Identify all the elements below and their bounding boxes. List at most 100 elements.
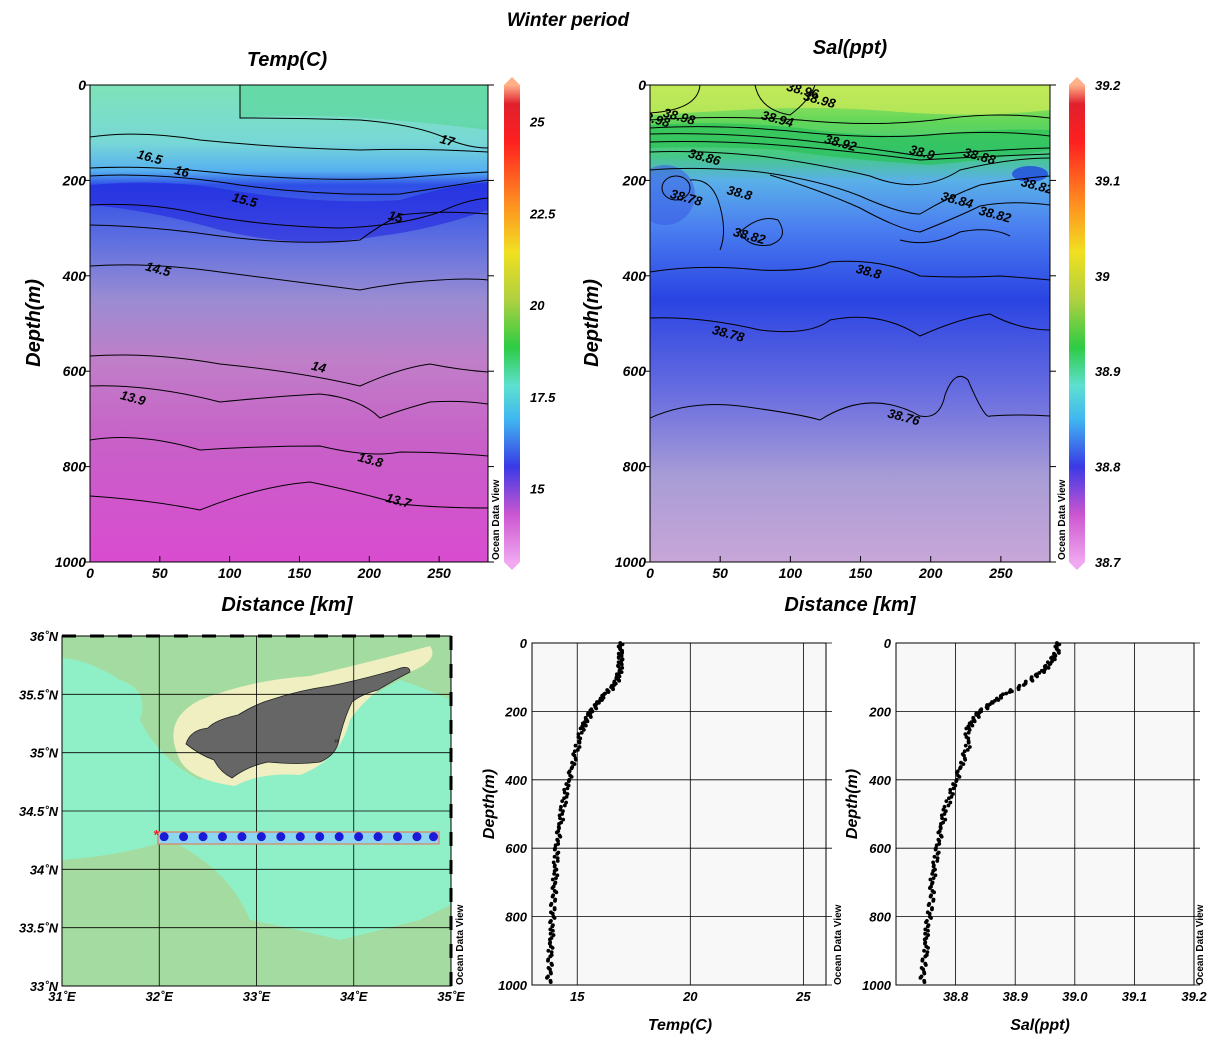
- sal-profile-point: [951, 786, 956, 791]
- sal-profile-point: [931, 869, 936, 873]
- sal-profile-point: [1035, 674, 1039, 679]
- map-lon-label: 33˚E: [243, 989, 271, 1004]
- map-islet: [334, 739, 339, 743]
- sal-profile-point: [1016, 687, 1021, 692]
- temp-colorbar-tick-label: 20: [529, 298, 545, 313]
- sal-profile-point: [962, 753, 966, 758]
- temp-profile-point: [566, 779, 571, 784]
- sal-section-contour-label: 38.8: [725, 182, 754, 203]
- sal-profile-point: [1030, 678, 1035, 683]
- temp-profile-point: [573, 743, 578, 748]
- map-station-marker: [179, 832, 189, 842]
- map-lat-label: 33.5˚N: [19, 921, 59, 936]
- map-station-marker: [354, 832, 364, 842]
- temp-profile-point: [554, 830, 559, 835]
- map-station-marker: [198, 832, 208, 842]
- temp-profile-ytick-label: 600: [505, 841, 527, 856]
- temp-profile-xtick-label: 15: [570, 989, 585, 1004]
- sal-profile-point: [942, 804, 947, 809]
- sal-profile-point: [925, 924, 930, 929]
- map-lat-label: 34.5˚N: [19, 804, 59, 819]
- map-station-marker: [159, 832, 169, 842]
- temp-profile-ylabel: Depth(m): [481, 769, 498, 839]
- temp-profile-point: [575, 747, 580, 752]
- sal-profile-point: [922, 980, 927, 984]
- sal-profile-point: [932, 854, 937, 859]
- sal-colorbar-tick-label: 39.1: [1095, 173, 1120, 188]
- temp-profile-point: [553, 898, 557, 903]
- sal-profile-point: [970, 723, 975, 728]
- sal-profile-point: [958, 766, 962, 771]
- sal-profile-point: [957, 774, 962, 779]
- sal-profile-point: [996, 698, 1001, 702]
- temp-contour-lines: [90, 85, 488, 511]
- sal-profile-panel: 38.8 38.9 39.0 39.1 39.2 0 200 400 600 800 1000: [862, 636, 1207, 1004]
- temp-colorbar-ramp: [504, 85, 520, 562]
- map-station-marker: [315, 832, 325, 842]
- sal-section-ylabel: Depth(m): [581, 279, 603, 367]
- sal-profile-point: [930, 881, 934, 886]
- sal-section-xlabel: Distance [km]: [784, 594, 916, 616]
- temp-profile-point: [562, 803, 567, 808]
- sal-profile-point: [963, 732, 968, 737]
- sal-profile-point: [920, 958, 925, 963]
- map-lat-label: 34˚N: [30, 862, 59, 877]
- sal-profile-point: [931, 876, 936, 881]
- sal-profile-ytick-label: 600: [869, 841, 891, 856]
- sal-section-contour-label: 38.8: [855, 261, 884, 282]
- map-station-marker: [237, 832, 247, 842]
- temp-profile-point: [565, 792, 570, 796]
- temp-profile-ytick-label: 1000: [498, 978, 528, 993]
- temp-section-contour-label: 14.5: [144, 259, 173, 280]
- sal-profile-point: [931, 864, 936, 869]
- temp-section-xtick-label: 0: [86, 565, 94, 581]
- temp-section-ytick-label: 0: [78, 77, 86, 93]
- sal-section-xtick-label: 250: [988, 565, 1013, 581]
- sal-section-ytick-label: 200: [622, 172, 647, 188]
- temp-profile-point: [558, 816, 562, 821]
- sal-profile-point: [966, 730, 971, 735]
- sal-profile-ytick-label: 1000: [862, 978, 892, 993]
- sal-section-xtick-label: 50: [712, 565, 728, 581]
- temp-profile-frame: [531, 642, 827, 986]
- sal-profile-point: [923, 954, 928, 959]
- temp-section-xlabel: Distance [km]: [221, 594, 353, 616]
- temp-profile-ytick-label: 400: [504, 773, 527, 788]
- map-lat-label: 35.5˚N: [19, 687, 59, 702]
- sal-profile-point: [939, 822, 943, 826]
- sal-profile-point: [1046, 665, 1051, 670]
- temp-profile-ytick-label: 0: [520, 636, 528, 651]
- temp-section-xtick-label: 50: [152, 565, 168, 581]
- sal-section-ytick-label: 400: [622, 268, 647, 284]
- temp-section-ytick-label: 600: [63, 363, 87, 379]
- temp-section-ytick-label: 200: [62, 172, 87, 188]
- temp-profile-point: [583, 723, 588, 728]
- sal-profile-xtick-label: 39.1: [1122, 989, 1147, 1004]
- temp-profile-point: [546, 958, 550, 963]
- temp-profile-point: [558, 834, 563, 839]
- map-lon-label: 32˚E: [146, 989, 174, 1004]
- temp-profile-point: [548, 903, 553, 908]
- sal-profile-point: [918, 975, 923, 980]
- temp-profile-point: [550, 877, 555, 882]
- sal-profile-point: [976, 715, 981, 719]
- temp-profile-point: [559, 804, 563, 809]
- sal-contour-lines: [650, 85, 1050, 421]
- temp-profile-point: [555, 859, 560, 863]
- temp-profile-point: [548, 980, 553, 984]
- sal-colorbar-cap-bottom: [1069, 562, 1085, 570]
- temp-profile-point: [549, 950, 554, 955]
- temp-profile-ytick-label: 800: [505, 910, 527, 925]
- temp-section-contour-label: 13.7: [384, 490, 413, 511]
- temp-profile-point: [566, 783, 571, 788]
- sal-profile-point: [935, 851, 940, 856]
- sal-profile-ylabel: Depth(m): [844, 769, 861, 839]
- temp-profile-point: [551, 933, 556, 937]
- sal-profile-xtick-label: 38.8: [943, 989, 969, 1004]
- temp-colorbar-tick-label: 22.5: [529, 206, 556, 221]
- temp-section-xtick-label: 150: [288, 565, 312, 581]
- map-lat-label: 36˚N: [30, 629, 59, 644]
- sal-profile-point: [972, 719, 977, 724]
- temp-colorbar-tick-label: 17.5: [530, 390, 556, 405]
